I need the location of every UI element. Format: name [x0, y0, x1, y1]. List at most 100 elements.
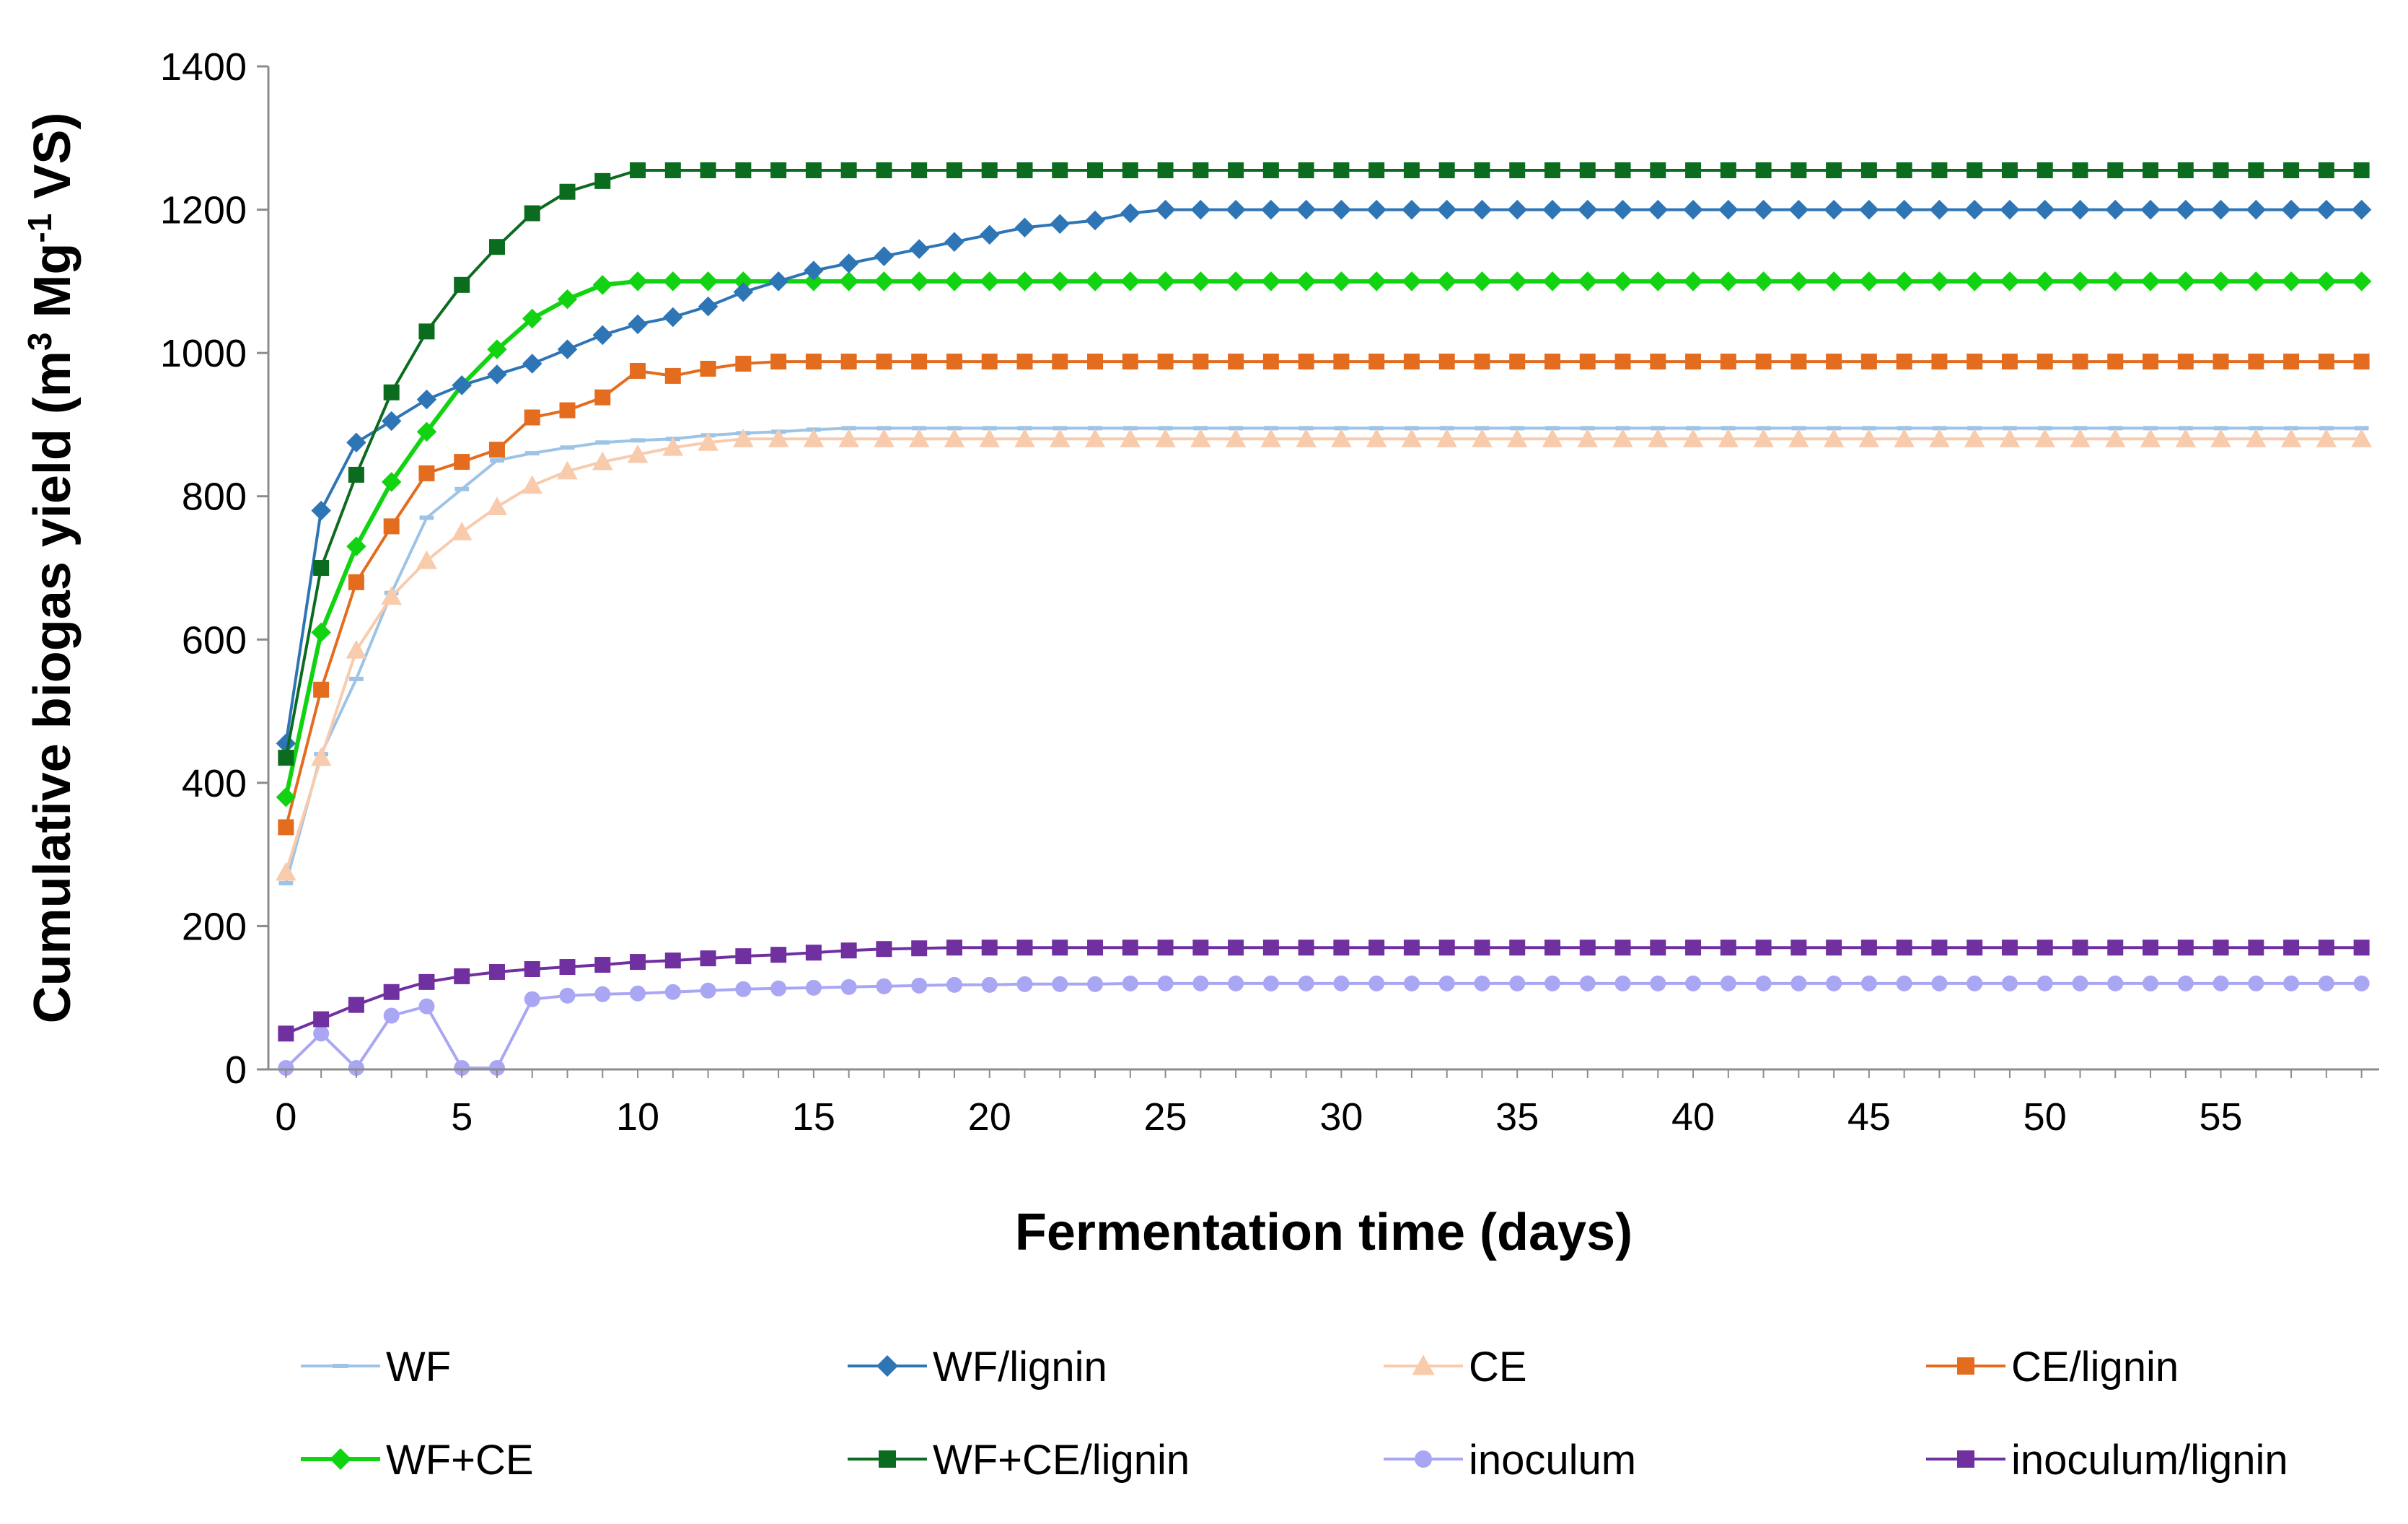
data-point-wf-lignin: [1190, 199, 1211, 220]
data-point-wf: [1334, 426, 1349, 431]
data-point-inoculum-lignin: [1579, 940, 1596, 956]
data-point-wf-plus-ce-lignin: [946, 162, 962, 178]
data-point-wf: [1158, 426, 1173, 431]
data-point-wf: [1475, 426, 1490, 431]
data-point-wf-plus-ce-lignin: [981, 162, 998, 178]
data-point-wf-plus-ce-lignin: [1931, 162, 1948, 178]
data-point-inoculum: [1403, 975, 1420, 991]
data-point-inoculum: [383, 1007, 400, 1024]
data-point-wf-lignin: [768, 271, 788, 292]
data-point-ce: [1894, 428, 1915, 447]
data-point-inoculum: [454, 1060, 470, 1077]
data-point-ce-lignin: [1720, 354, 1736, 370]
data-point-inoculum: [1016, 976, 1033, 992]
data-point-inoculum-lignin: [2248, 940, 2264, 956]
data-point-wf-plus-ce-lignin: [2143, 162, 2159, 178]
data-point-wf: [1017, 426, 1032, 431]
data-point-inoculum-lignin: [1720, 940, 1736, 956]
data-point-inoculum: [700, 982, 716, 999]
data-point-inoculum-lignin: [770, 947, 787, 963]
legend-marker-inoculum: [1415, 1450, 1432, 1468]
data-point-inoculum-lignin: [630, 954, 646, 971]
series-inoculum: [278, 975, 2370, 1077]
data-point-wf-plus-ce: [381, 472, 402, 492]
x-tick-label: 45: [1847, 1095, 1891, 1139]
data-point-wf-plus-ce-lignin: [1579, 162, 1596, 178]
data-point-inoculum-lignin: [700, 950, 716, 967]
x-tick-label: 0: [275, 1095, 296, 1139]
data-point-wf-plus-ce: [1507, 271, 1527, 292]
data-point-wf: [1756, 426, 1771, 431]
data-point-wf: [1791, 426, 1806, 431]
data-point-wf-plus-ce: [1261, 271, 1281, 292]
data-point-wf: [2354, 426, 2369, 431]
data-point-ce-lignin: [1368, 354, 1385, 370]
data-point-ce: [1401, 428, 1423, 447]
data-point-inoculum-lignin: [313, 1011, 330, 1028]
data-point-wf: [1229, 426, 1243, 431]
data-point-ce-lignin: [2001, 354, 2018, 370]
data-point-wf-plus-ce: [804, 271, 824, 292]
data-point-wf-plus-ce-lignin: [559, 183, 576, 200]
data-point-wf-lignin: [487, 364, 507, 385]
series-layer: [276, 162, 2372, 1077]
data-point-wf-plus-ce-lignin: [1087, 162, 1104, 178]
data-point-inoculum: [1192, 975, 1209, 991]
data-point-wf-lignin: [804, 260, 824, 281]
data-point-ce-lignin: [2248, 354, 2264, 370]
data-point-wf-lignin: [1085, 210, 1105, 231]
data-point-inoculum-lignin: [348, 997, 364, 1013]
data-point-ce-lignin: [1474, 354, 1490, 370]
data-point-wf: [1686, 426, 1700, 431]
data-point-inoculum-lignin: [1860, 940, 1877, 956]
data-point-wf: [1193, 426, 1208, 431]
data-point-wf-plus-ce: [874, 271, 895, 292]
data-point-ce: [662, 437, 684, 456]
data-point-wf-plus-ce-lignin: [1192, 162, 1209, 178]
data-point-wf-lignin: [2246, 199, 2267, 220]
data-point-inoculum-lignin: [1262, 940, 1279, 956]
data-point-inoculum-lignin: [2072, 940, 2088, 956]
data-point-ce-lignin: [1403, 354, 1420, 370]
data-point-wf-lignin: [909, 239, 929, 259]
data-point-ce: [2140, 428, 2161, 447]
data-point-wf-lignin: [522, 354, 542, 374]
data-point-wf-plus-ce-lignin: [1544, 162, 1560, 178]
data-point-wf-plus-ce: [1648, 271, 1669, 292]
data-point-wf: [1580, 426, 1595, 431]
data-point-wf-plus-ce-lignin: [1755, 162, 1772, 178]
data-point-ce: [627, 444, 649, 463]
data-point-wf-plus-ce-lignin: [770, 162, 787, 178]
x-tick-label: 10: [616, 1095, 659, 1139]
data-point-wf: [595, 440, 610, 445]
data-point-wf-plus-ce-lignin: [2001, 162, 2018, 178]
data-point-ce: [908, 428, 930, 447]
data-point-wf-plus-ce-lignin: [348, 466, 364, 483]
data-point-inoculum: [2318, 975, 2334, 991]
data-point-ce: [1577, 428, 1599, 447]
x-tick-label: 40: [1671, 1095, 1715, 1139]
series-inoculum-lignin: [278, 940, 2370, 1042]
data-point-wf-lignin: [1226, 199, 1246, 220]
data-point-wf-lignin: [1296, 199, 1317, 220]
y-tick-label: 1000: [160, 332, 247, 375]
data-point-wf-lignin: [1155, 199, 1176, 220]
data-point-ce-lignin: [664, 367, 681, 384]
data-point-ce-lignin: [1016, 354, 1033, 370]
data-point-ce-lignin: [1685, 354, 1702, 370]
data-point-ce: [2316, 428, 2337, 447]
data-point-ce: [522, 475, 543, 494]
data-point-wf: [1651, 426, 1666, 431]
legend-item-ce-lignin: CE/lignin: [1926, 1344, 2179, 1391]
data-point-inoculum-lignin: [278, 1025, 294, 1042]
data-point-ce-lignin: [805, 354, 822, 370]
y-ticks: 0 200 400 600 800 1000 1200 1400: [160, 45, 268, 1092]
data-point-inoculum: [1157, 975, 1174, 991]
data-point-wf-plus-ce-lignin: [454, 276, 470, 293]
data-point-inoculum-lignin: [1509, 940, 1526, 956]
data-point-wf-lignin: [2281, 199, 2301, 220]
data-point-ce-lignin: [700, 360, 716, 377]
data-point-wf: [2108, 426, 2123, 431]
data-point-inoculum-lignin: [2283, 940, 2300, 956]
data-point-ce-lignin: [488, 442, 505, 458]
